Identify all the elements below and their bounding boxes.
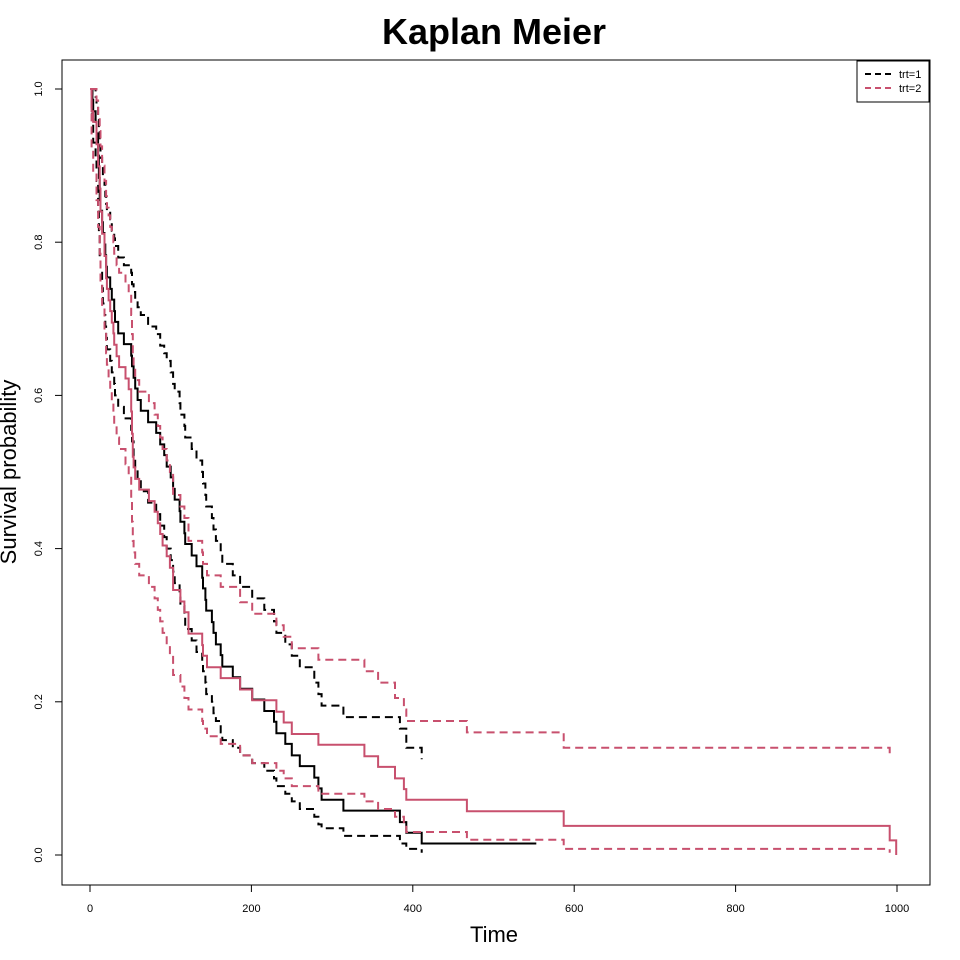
y-tick-label: 1.0	[33, 81, 45, 96]
y-axis: 0.0 0.2 0.4 0.6 0.8 1.0	[33, 81, 63, 863]
series-line-lower-trt1	[90, 88, 423, 853]
series-line-lower-trt2	[90, 88, 891, 853]
series-layer	[90, 88, 898, 855]
x-axis: 0 200 400 600 800 1000	[87, 884, 909, 915]
y-axis-title: Survival probability	[0, 380, 21, 565]
x-tick-label: 0	[87, 903, 93, 915]
plot-area-border	[61, 59, 931, 886]
series-line-upper-trt1	[90, 88, 423, 760]
x-tick-label: 400	[404, 903, 422, 915]
series-line-upper-trt2	[90, 88, 891, 756]
y-tick-label: 0.2	[33, 694, 45, 709]
legend-box	[856, 60, 930, 103]
series-line-estimate-trt1	[90, 88, 537, 845]
chart-title: Kaplan Meier	[382, 11, 606, 52]
x-tick-label: 200	[242, 903, 260, 915]
x-axis-title: Time	[470, 922, 518, 947]
legend: trt=1 trt=2	[856, 60, 930, 103]
series-line-estimate-trt2	[90, 88, 898, 855]
y-tick-label: 0.0	[33, 847, 45, 862]
y-tick-label: 0.6	[33, 388, 45, 403]
y-tick-label: 0.4	[33, 541, 45, 556]
legend-label: trt=2	[899, 83, 921, 95]
x-tick-label: 1000	[885, 903, 909, 915]
legend-label: trt=1	[899, 69, 921, 81]
y-tick-label: 0.8	[33, 235, 45, 250]
x-tick-label: 600	[565, 903, 583, 915]
x-tick-label: 800	[726, 903, 744, 915]
